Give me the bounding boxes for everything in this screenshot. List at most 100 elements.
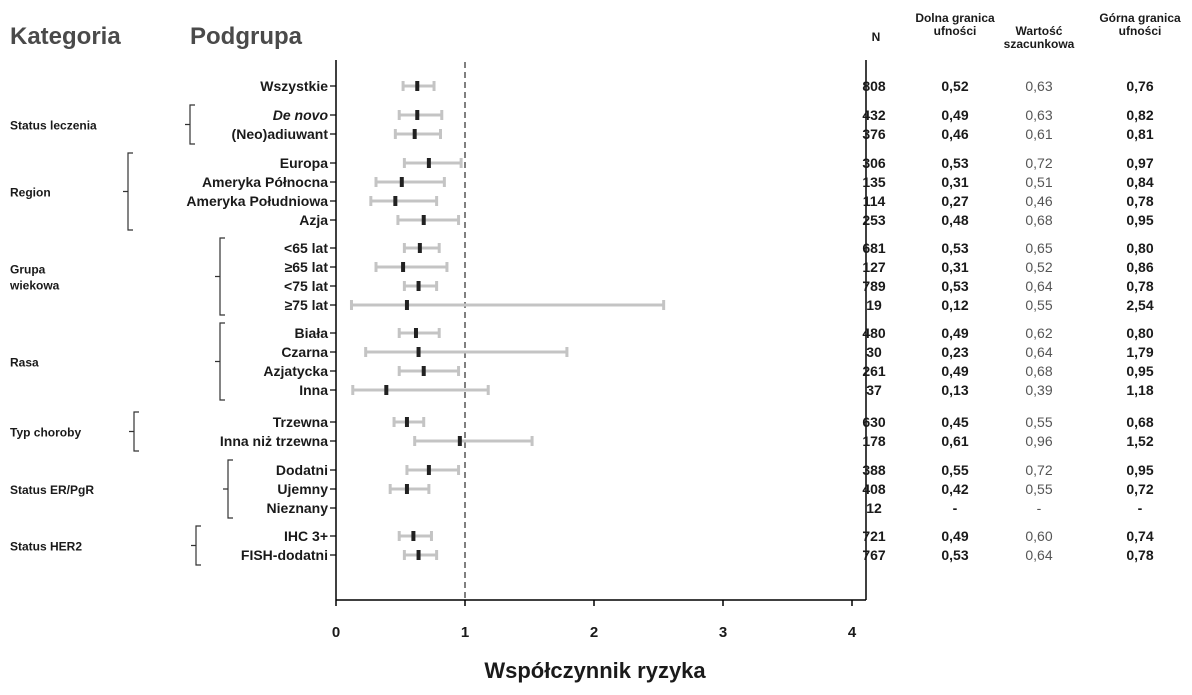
lower-ci-value: 0,12 [941,297,968,313]
n-value: 681 [862,240,886,256]
lower-ci-value: - [953,500,958,516]
category-label: Typ choroby [10,426,81,440]
category-brace [215,237,225,316]
lower-ci-value: 0,27 [941,193,968,209]
n-value: 388 [862,462,886,478]
upper-ci-value: 0,97 [1126,155,1153,171]
estimate-value: 0,55 [1025,414,1052,430]
lower-ci-value: 0,53 [941,240,968,256]
subgroup-label: Biała [295,325,329,341]
upper-ci-value: 0,80 [1126,240,1153,256]
n-value: 253 [862,212,886,228]
upper-ci-value: 0,81 [1126,126,1153,142]
subgroup-label: Trzewna [273,414,328,430]
subgroup-label: Europa [280,155,328,171]
estimate-value: 0,46 [1025,193,1052,209]
header-lower-line2: ufności [934,24,977,38]
header-upper-line2: ufności [1119,24,1162,38]
subgroup-label: Ameryka Północna [202,174,328,190]
upper-ci-value: 0,78 [1126,547,1153,563]
subgroup-label: Azjatycka [263,363,328,379]
point-estimate [416,347,421,357]
lower-ci-value: 0,42 [941,481,968,497]
n-value: 19 [866,297,882,313]
point-estimate [411,531,416,541]
lower-ci-value: 0,31 [941,259,968,275]
estimate-value: 0,64 [1025,547,1052,563]
point-estimate [404,300,409,310]
header-est-line2: szacunkowa [1004,37,1075,51]
lower-ci-value: 0,23 [941,344,968,360]
n-value: 789 [862,278,886,294]
header-podgrupa: Podgrupa [190,23,303,50]
estimate-value: 0,72 [1025,155,1052,171]
subgroup-label: Azja [299,212,328,228]
estimate-value: 0,96 [1025,433,1052,449]
x-tick-label: 2 [590,624,598,641]
point-estimate [393,196,398,206]
n-value: 808 [862,78,886,94]
estimate-value: 0,64 [1025,344,1052,360]
upper-ci-value: 0,84 [1126,174,1153,190]
upper-ci-value: 0,86 [1126,259,1153,275]
n-value: 178 [862,433,886,449]
subgroup-label: Nieznany [267,500,329,516]
point-estimate [417,243,422,253]
category-label: Grupa [10,263,46,277]
lower-ci-value: 0,49 [941,107,968,123]
point-estimate [416,550,421,560]
point-estimate [404,417,409,427]
point-estimate [415,81,420,91]
upper-ci-value: 0,95 [1126,462,1153,478]
estimate-value: - [1037,500,1042,516]
plot-rows: Wszystkie 808 0,52 0,63 0,76 De novo 432 0,49 0,… [186,78,1153,563]
estimate-value: 0,52 [1025,259,1052,275]
point-estimate [421,215,426,225]
point-estimate [426,465,431,475]
lower-ci-value: 0,55 [941,462,968,478]
n-value: 135 [862,174,886,190]
upper-ci-value: - [1138,500,1143,516]
point-estimate [413,328,418,338]
estimate-value: 0,60 [1025,528,1052,544]
x-tick-label: 1 [461,624,469,641]
category-labels: Status leczenia Region Grupa wiekowa Rasa Typ… [9,104,233,566]
point-estimate [401,262,406,272]
estimate-value: 0,63 [1025,107,1052,123]
category-label: Region [10,186,51,200]
estimate-value: 0,51 [1025,174,1052,190]
n-value: 30 [866,344,882,360]
lower-ci-value: 0,13 [941,382,968,398]
lower-ci-value: 0,61 [941,433,968,449]
category-brace [223,459,233,519]
lower-ci-value: 0,53 [941,155,968,171]
point-estimate [404,484,409,494]
lower-ci-value: 0,53 [941,278,968,294]
x-tick-label: 4 [848,624,857,641]
header-n: N [872,30,881,44]
point-estimate [457,436,462,446]
point-estimate [415,110,420,120]
upper-ci-value: 0,80 [1126,325,1153,341]
header-kategoria: Kategoria [10,23,121,50]
estimate-value: 0,61 [1025,126,1052,142]
x-tick-label: 3 [719,624,727,641]
lower-ci-value: 0,48 [941,212,968,228]
category-brace [123,152,133,231]
n-value: 767 [862,547,886,563]
upper-ci-value: 1,18 [1126,382,1153,398]
header-est-line1: Wartość [1016,24,1063,38]
n-value: 261 [862,363,886,379]
upper-ci-value: 0,95 [1126,363,1153,379]
estimate-value: 0,55 [1025,297,1052,313]
subgroup-label: Dodatni [276,462,328,478]
n-value: 408 [862,481,886,497]
upper-ci-value: 0,95 [1126,212,1153,228]
subgroup-label: ≥65 lat [285,259,329,275]
lower-ci-value: 0,53 [941,547,968,563]
n-value: 630 [862,414,886,430]
header-upper-line1: Górna granica [1099,11,1181,25]
subgroup-label: De novo [273,107,329,123]
estimate-value: 0,68 [1025,363,1052,379]
subgroup-label: Ujemny [277,481,328,497]
